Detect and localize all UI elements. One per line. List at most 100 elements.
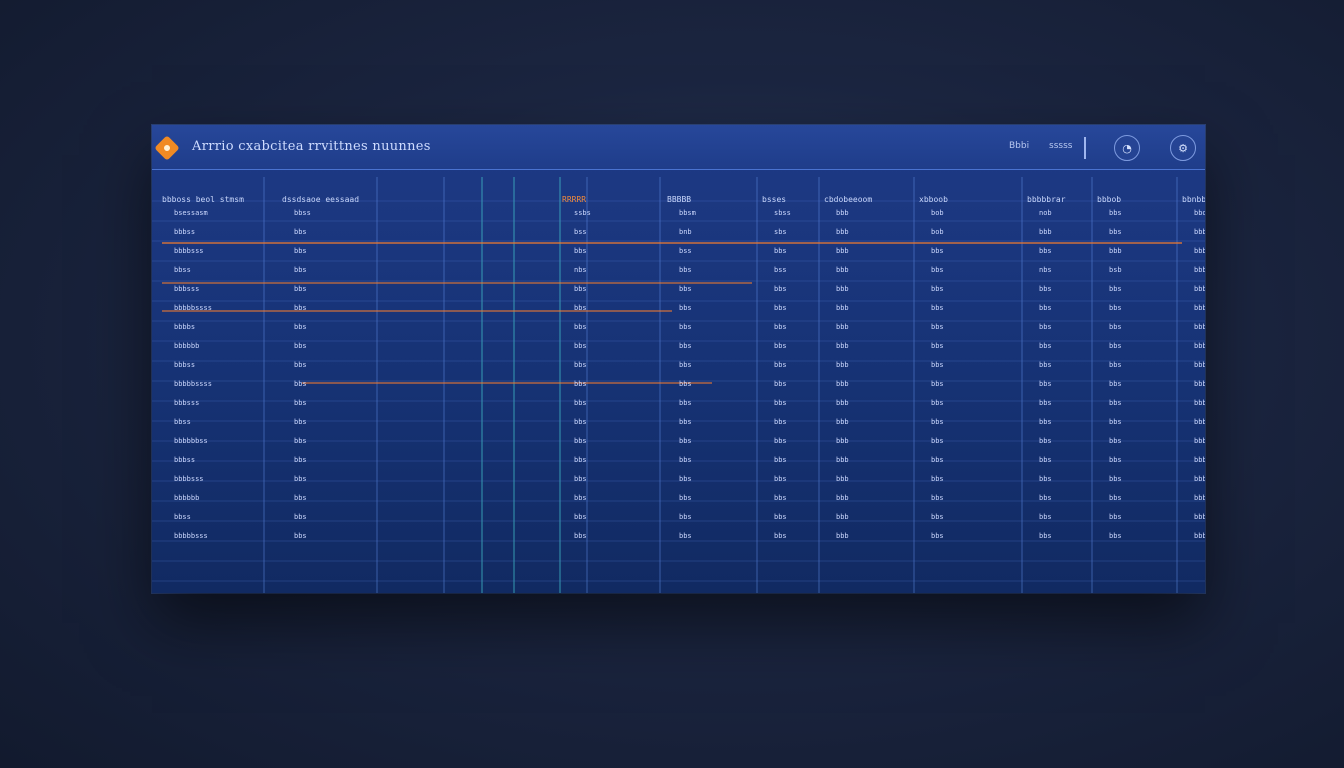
- table-cell[interactable]: bbs: [774, 361, 787, 369]
- table-cell[interactable]: bbs: [774, 494, 787, 502]
- table-cell[interactable]: bbs: [679, 513, 692, 521]
- table-cell[interactable]: bbs: [294, 342, 307, 350]
- table-cell[interactable]: bbs: [574, 323, 587, 331]
- table-cell[interactable]: bbs: [679, 494, 692, 502]
- table-cell[interactable]: bbs: [774, 513, 787, 521]
- table-cell[interactable]: bbs: [679, 437, 692, 445]
- table-cell[interactable]: bbb: [836, 513, 849, 521]
- table-cell[interactable]: bbsm: [679, 209, 696, 217]
- table-cell[interactable]: bbb: [1039, 228, 1052, 236]
- table-cell[interactable]: bbbbsss: [174, 475, 204, 483]
- table-cell[interactable]: bbs: [294, 532, 307, 540]
- table-cell[interactable]: bbs: [1039, 247, 1052, 255]
- table-cell[interactable]: bbss: [174, 418, 191, 426]
- table-cell[interactable]: bbs: [774, 418, 787, 426]
- table-cell[interactable]: bbs: [1109, 323, 1122, 331]
- table-cell[interactable]: bbs: [1039, 456, 1052, 464]
- table-cell[interactable]: bbs: [774, 456, 787, 464]
- table-cell[interactable]: bbbbbssss: [174, 304, 212, 312]
- table-cell[interactable]: bbb: [1194, 285, 1205, 293]
- table-cell[interactable]: bbs: [1109, 304, 1122, 312]
- table-cell[interactable]: bbs: [574, 285, 587, 293]
- table-cell[interactable]: bbs: [931, 323, 944, 331]
- table-cell[interactable]: sbss: [774, 209, 791, 217]
- table-cell[interactable]: bbb: [1109, 247, 1122, 255]
- table-cell[interactable]: bnb: [679, 228, 692, 236]
- table-cell[interactable]: bbs: [931, 437, 944, 445]
- table-cell[interactable]: bbs: [294, 380, 307, 388]
- table-cell[interactable]: bss: [679, 247, 692, 255]
- table-cell[interactable]: bbs: [774, 380, 787, 388]
- table-cell[interactable]: bbs: [931, 342, 944, 350]
- table-cell[interactable]: bbs: [774, 399, 787, 407]
- table-cell[interactable]: bsessasm: [174, 209, 208, 217]
- table-cell[interactable]: bbs: [679, 323, 692, 331]
- table-cell[interactable]: bbs: [774, 342, 787, 350]
- table-cell[interactable]: bbs: [574, 304, 587, 312]
- column-header[interactable]: BBBBB: [667, 195, 692, 204]
- table-cell[interactable]: bss: [774, 266, 787, 274]
- table-cell[interactable]: bbs: [679, 456, 692, 464]
- table-cell[interactable]: bbb: [1194, 247, 1205, 255]
- column-header[interactable]: bsses: [762, 195, 787, 204]
- table-cell[interactable]: bbs: [294, 437, 307, 445]
- table-cell[interactable]: bbb: [836, 247, 849, 255]
- table-cell[interactable]: bbs: [1109, 456, 1122, 464]
- table-cell[interactable]: bbs: [1109, 342, 1122, 350]
- table-cell[interactable]: bbs: [1039, 418, 1052, 426]
- column-header[interactable]: bbboss beol stmsm: [162, 195, 244, 204]
- table-cell[interactable]: bbs: [1109, 437, 1122, 445]
- table-cell[interactable]: bbb: [1194, 266, 1205, 274]
- table-cell[interactable]: bbb: [836, 456, 849, 464]
- table-cell[interactable]: bbs: [1109, 228, 1122, 236]
- table-cell[interactable]: bbb: [1194, 475, 1205, 483]
- table-cell[interactable]: bbs: [1109, 513, 1122, 521]
- table-cell[interactable]: bbb: [836, 418, 849, 426]
- table-cell[interactable]: bbs: [574, 494, 587, 502]
- table-cell[interactable]: bbb: [836, 285, 849, 293]
- table-cell[interactable]: bbs: [931, 532, 944, 540]
- table-cell[interactable]: bbs: [574, 342, 587, 350]
- table-cell[interactable]: bbs: [931, 456, 944, 464]
- table-cell[interactable]: sbs: [774, 228, 787, 236]
- table-cell[interactable]: bbb: [1194, 437, 1205, 445]
- table-cell[interactable]: bbs: [294, 266, 307, 274]
- table-cell[interactable]: bbs: [574, 532, 587, 540]
- table-cell[interactable]: bbs: [1039, 437, 1052, 445]
- table-cell[interactable]: bbs: [294, 399, 307, 407]
- table-cell[interactable]: bbb: [1194, 532, 1205, 540]
- table-cell[interactable]: bbs: [679, 266, 692, 274]
- table-cell[interactable]: bbs: [574, 418, 587, 426]
- table-cell[interactable]: bbs: [1109, 475, 1122, 483]
- table-cell[interactable]: bbs: [1109, 380, 1122, 388]
- table-cell[interactable]: bbs: [1039, 513, 1052, 521]
- column-header[interactable]: bbnbb: [1182, 195, 1205, 204]
- table-cell[interactable]: bbs: [1109, 209, 1122, 217]
- table-cell[interactable]: bbb: [1194, 494, 1205, 502]
- table-cell[interactable]: bbs: [294, 456, 307, 464]
- table-cell[interactable]: bbbbbbss: [174, 437, 208, 445]
- table-cell[interactable]: bbob: [1194, 209, 1205, 217]
- table-cell[interactable]: bbs: [1039, 361, 1052, 369]
- table-cell[interactable]: bbs: [774, 304, 787, 312]
- table-cell[interactable]: bbs: [574, 475, 587, 483]
- table-cell[interactable]: bbbbs: [174, 323, 196, 331]
- table-cell[interactable]: bbb: [1194, 380, 1205, 388]
- table-cell[interactable]: bbbsss: [174, 285, 200, 293]
- column-header[interactable]: xbboob: [919, 195, 948, 204]
- table-cell[interactable]: bbs: [294, 228, 307, 236]
- table-cell[interactable]: bbs: [294, 494, 307, 502]
- table-cell[interactable]: bbss: [294, 209, 311, 217]
- table-cell[interactable]: bob: [931, 209, 944, 217]
- table-cell[interactable]: bbs: [774, 247, 787, 255]
- table-cell[interactable]: bbb: [1194, 418, 1205, 426]
- table-cell[interactable]: bbs: [574, 361, 587, 369]
- table-cell[interactable]: bbb: [1194, 456, 1205, 464]
- table-cell[interactable]: bbs: [1039, 323, 1052, 331]
- table-cell[interactable]: bbs: [774, 532, 787, 540]
- table-cell[interactable]: bbs: [931, 285, 944, 293]
- table-cell[interactable]: ssbs: [574, 209, 591, 217]
- table-cell[interactable]: bbb: [836, 380, 849, 388]
- table-cell[interactable]: bbs: [931, 361, 944, 369]
- table-cell[interactable]: bbb: [836, 437, 849, 445]
